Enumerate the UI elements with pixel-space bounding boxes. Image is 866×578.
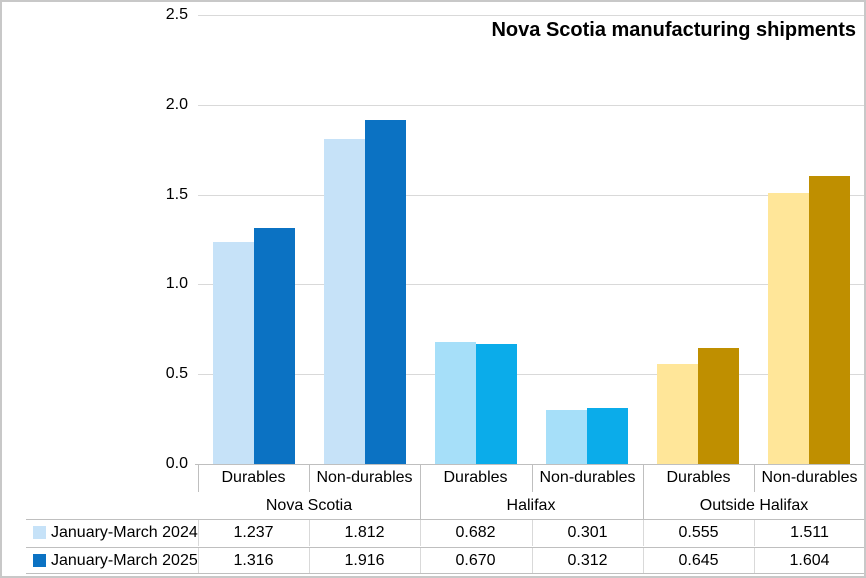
legend-label: January-March 2025 <box>51 552 198 569</box>
bar-2025-outside-halifax-durables <box>698 348 739 464</box>
bar-2024-outside-halifax-durables <box>657 364 698 464</box>
legend-key-2025 <box>33 554 46 567</box>
group-separator <box>420 492 421 519</box>
category-label: Durables <box>666 469 731 486</box>
value-separator <box>643 519 644 546</box>
value-separator <box>198 519 199 546</box>
value-cell: 1.237 <box>233 523 274 541</box>
group-label: Outside Halifax <box>699 496 809 514</box>
y-axis-tick-label: 0.5 <box>165 365 188 382</box>
bar-2025-halifax-non-durables <box>587 408 628 464</box>
value-separator <box>643 547 644 574</box>
value-cell: 1.604 <box>789 551 830 569</box>
category-label: Non-durables <box>539 469 636 486</box>
value-cell: 1.916 <box>344 551 385 569</box>
value-cell: 0.301 <box>567 523 608 541</box>
value-separator <box>420 519 421 546</box>
category-separator <box>198 465 199 492</box>
category-label: Durables <box>221 469 286 486</box>
value-separator <box>198 547 199 574</box>
gridline <box>198 374 864 375</box>
value-separator <box>309 547 310 574</box>
value-separator <box>532 547 533 574</box>
bar-2025-nova-scotia-non-durables <box>365 120 406 464</box>
category-separator <box>532 465 533 492</box>
x-axis-line <box>195 464 864 465</box>
value-cell: 0.670 <box>455 551 496 569</box>
value-separator <box>754 519 755 546</box>
group-separator <box>643 492 644 519</box>
y-axis-tick-label: 1.0 <box>165 275 188 292</box>
gridline <box>198 105 864 106</box>
bar-2025-nova-scotia-durables <box>254 228 295 464</box>
category-label: Durables <box>443 469 508 486</box>
category-label: Non-durables <box>761 469 858 486</box>
group-label: Nova Scotia <box>265 496 353 514</box>
category-separator <box>643 465 644 492</box>
bar-2025-halifax-durables <box>476 344 517 464</box>
value-cell: 1.812 <box>344 523 385 541</box>
table-row-line <box>26 573 864 574</box>
bar-2025-outside-halifax-non-durables <box>809 176 850 464</box>
value-separator <box>532 519 533 546</box>
bar-2024-nova-scotia-non-durables <box>324 139 365 464</box>
value-separator <box>420 547 421 574</box>
table-row-line <box>26 519 864 520</box>
gridline <box>198 15 864 16</box>
y-axis-tick-label: 0.0 <box>165 455 188 472</box>
value-cell: 0.555 <box>678 523 719 541</box>
y-axis-tick-label: 2.0 <box>165 96 188 113</box>
bar-2024-halifax-durables <box>435 342 476 464</box>
value-separator <box>309 519 310 546</box>
y-axis-tick-label: 1.5 <box>165 186 188 203</box>
value-cell: 1.316 <box>233 551 274 569</box>
bar-2024-nova-scotia-durables <box>213 242 254 464</box>
y-axis-tick-label: 2.5 <box>165 6 188 23</box>
category-separator <box>420 465 421 492</box>
table-row-line <box>26 547 864 548</box>
category-separator <box>754 465 755 492</box>
category-separator <box>309 465 310 492</box>
value-cell: 1.511 <box>790 523 829 541</box>
category-label: Non-durables <box>316 469 413 486</box>
bar-2024-halifax-non-durables <box>546 410 587 464</box>
value-cell: 0.645 <box>678 551 719 569</box>
bar-2024-outside-halifax-non-durables <box>768 193 809 464</box>
gridline <box>198 195 864 196</box>
group-label: Halifax <box>506 496 556 514</box>
legend-key-2024 <box>33 526 46 539</box>
value-cell: 0.682 <box>455 523 496 541</box>
value-cell: 0.312 <box>567 551 608 569</box>
chart-title: Nova Scotia manufacturing shipments <box>491 19 856 41</box>
value-separator <box>754 547 755 574</box>
legend-label: January-March 2024 <box>51 524 198 541</box>
gridline <box>198 284 864 285</box>
